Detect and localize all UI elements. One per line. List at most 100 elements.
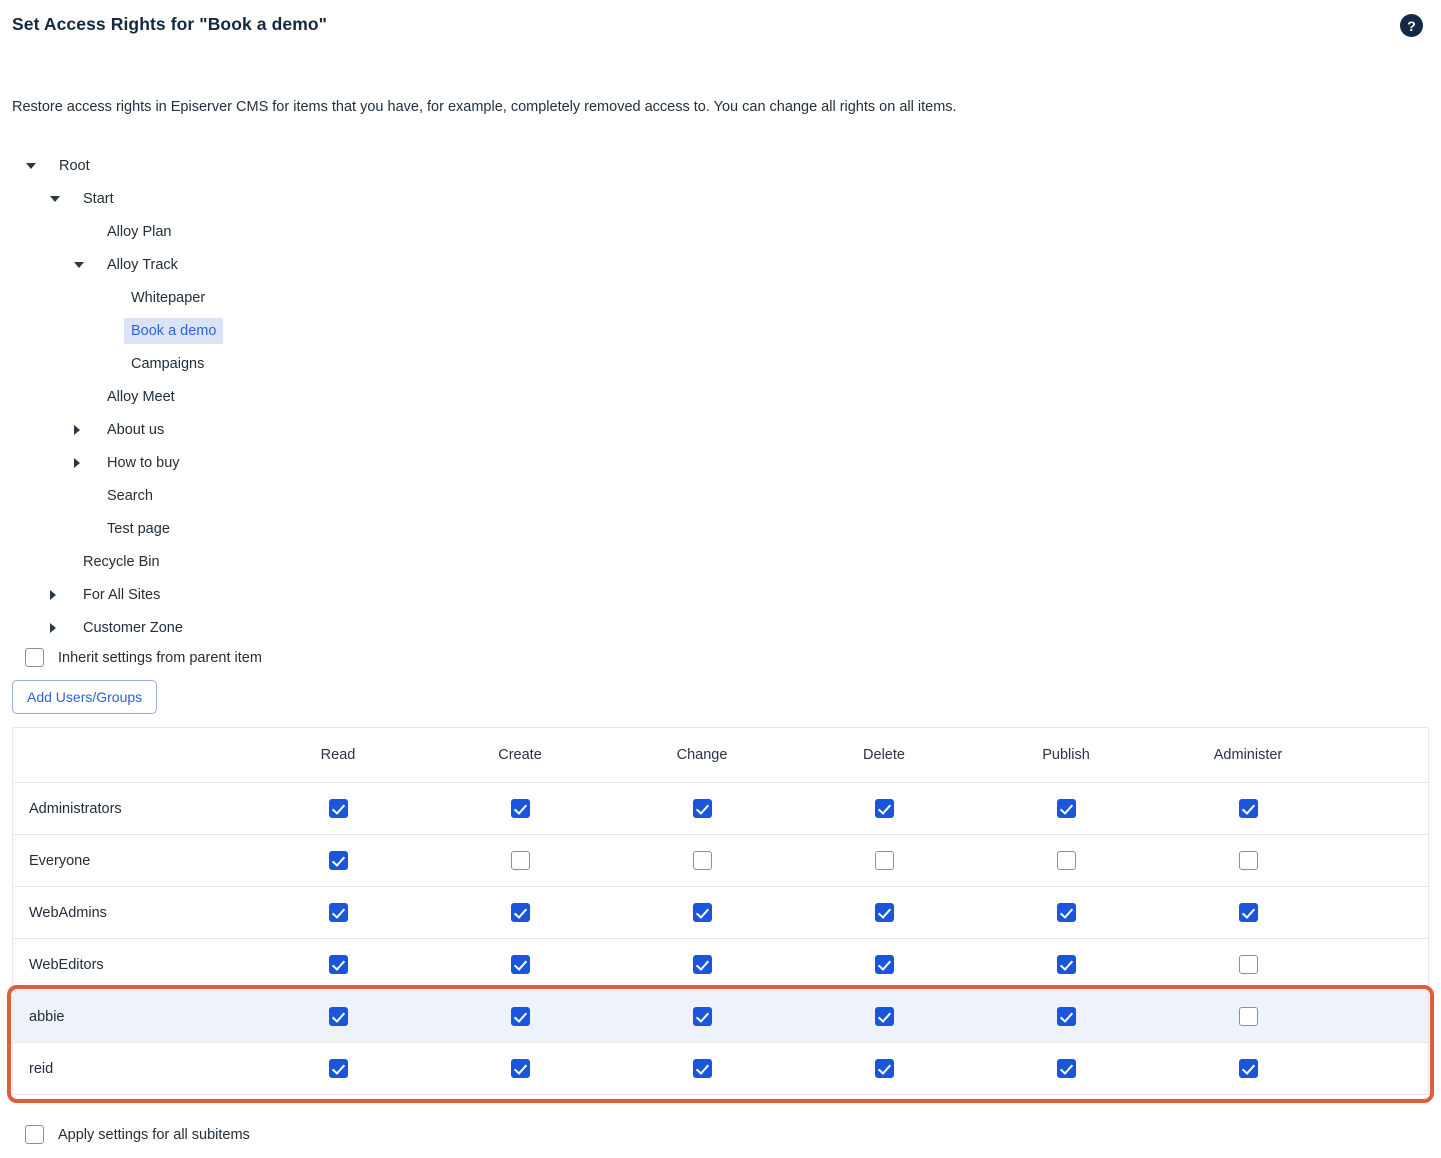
tree-item-label: Whitepaper xyxy=(131,289,206,306)
expand-arrow-icon xyxy=(98,314,124,347)
tree-item-root[interactable]: Root xyxy=(12,149,1429,182)
tree-item-recycle-bin[interactable]: Recycle Bin xyxy=(12,545,1429,578)
tree-item-how-to-buy[interactable]: How to buy xyxy=(12,446,1429,479)
permission-checkbox-delete[interactable] xyxy=(874,851,894,870)
tree-item-alloy-track[interactable]: Alloy Track xyxy=(12,248,1429,281)
title-bar: Set Access Rights for "Book a demo" ? xyxy=(12,14,1429,37)
expand-arrow-icon[interactable] xyxy=(74,446,100,479)
expand-arrow-icon[interactable] xyxy=(74,248,100,281)
permission-checkbox-read[interactable] xyxy=(328,1059,348,1078)
help-icon[interactable]: ? xyxy=(1400,14,1423,37)
row-name: abbie xyxy=(29,1008,65,1025)
tree-item-for-all-sites[interactable]: For All Sites xyxy=(12,578,1429,611)
tree-item-label: Recycle Bin xyxy=(83,553,160,570)
tree-item-alloy-meet[interactable]: Alloy Meet xyxy=(12,380,1429,413)
permission-checkbox-read[interactable] xyxy=(328,1007,348,1026)
permission-checkbox-change[interactable] xyxy=(692,799,712,818)
permission-checkbox-change[interactable] xyxy=(692,955,712,974)
column-header-publish: Publish xyxy=(1042,747,1090,763)
permission-checkbox-delete[interactable] xyxy=(874,799,894,818)
permission-checkbox-publish[interactable] xyxy=(1056,1007,1076,1026)
tree-item-label: Search xyxy=(107,487,153,504)
permission-checkbox-create[interactable] xyxy=(510,955,530,974)
permission-checkbox-create[interactable] xyxy=(510,1059,530,1078)
tree-item-search[interactable]: Search xyxy=(12,479,1429,512)
inherit-settings-checkbox[interactable] xyxy=(25,648,44,667)
tree-item-label: Test page xyxy=(107,520,170,537)
tree-item-label: Alloy Meet xyxy=(107,388,175,405)
column-header-administer: Administer xyxy=(1213,747,1283,763)
apply-settings-row: Apply settings for all subitems xyxy=(25,1125,1429,1144)
expand-arrow-icon[interactable] xyxy=(26,149,52,182)
table-row-administrators: Administrators xyxy=(13,782,1428,834)
permission-checkbox-create[interactable] xyxy=(510,799,530,818)
permission-checkbox-create[interactable] xyxy=(510,903,530,922)
expand-arrow-icon xyxy=(74,215,100,248)
permission-checkbox-publish[interactable] xyxy=(1056,955,1076,974)
permission-checkbox-administer[interactable] xyxy=(1238,799,1258,818)
expand-arrow-icon xyxy=(50,545,76,578)
tree-item-start[interactable]: Start xyxy=(12,182,1429,215)
table-row-reid: reid xyxy=(13,1042,1428,1094)
permission-checkbox-publish[interactable] xyxy=(1056,851,1076,870)
permission-checkbox-change[interactable] xyxy=(692,1059,712,1078)
column-header-create: Create xyxy=(498,747,542,763)
permission-checkbox-administer[interactable] xyxy=(1238,1059,1258,1078)
permission-checkbox-administer[interactable] xyxy=(1238,851,1258,870)
tree-item-campaigns[interactable]: Campaigns xyxy=(12,347,1429,380)
tree-item-label: Start xyxy=(83,190,114,207)
permission-checkbox-delete[interactable] xyxy=(874,955,894,974)
permission-checkbox-delete[interactable] xyxy=(874,903,894,922)
permission-checkbox-create[interactable] xyxy=(510,851,530,870)
apply-settings-label: Apply settings for all subitems xyxy=(58,1126,250,1143)
page-title: Set Access Rights for "Book a demo" xyxy=(12,14,328,34)
expand-arrow-icon xyxy=(98,347,124,380)
tree-item-alloy-plan[interactable]: Alloy Plan xyxy=(12,215,1429,248)
permission-checkbox-publish[interactable] xyxy=(1056,1059,1076,1078)
permission-checkbox-administer[interactable] xyxy=(1238,903,1258,922)
permission-checkbox-create[interactable] xyxy=(510,1007,530,1026)
row-name: Administrators xyxy=(29,800,122,817)
permission-checkbox-read[interactable] xyxy=(328,799,348,818)
expand-arrow-icon[interactable] xyxy=(50,611,76,644)
inherit-settings-label: Inherit settings from parent item xyxy=(58,649,262,666)
permission-checkbox-administer[interactable] xyxy=(1238,955,1258,974)
access-rights-table: Read Create Change Delete Publish Admini… xyxy=(7,727,1434,1103)
permission-checkbox-delete[interactable] xyxy=(874,1059,894,1078)
apply-settings-checkbox[interactable] xyxy=(25,1125,44,1144)
expand-arrow-icon[interactable] xyxy=(74,413,100,446)
tree-item-about-us[interactable]: About us xyxy=(12,413,1429,446)
expand-arrow-icon[interactable] xyxy=(50,182,76,215)
row-name: reid xyxy=(29,1060,54,1077)
permission-checkbox-change[interactable] xyxy=(692,903,712,922)
permission-checkbox-publish[interactable] xyxy=(1056,903,1076,922)
tree-item-label: For All Sites xyxy=(83,586,161,603)
permission-checkbox-read[interactable] xyxy=(328,851,348,870)
tree-item-label: About us xyxy=(107,421,165,438)
add-users-groups-button[interactable]: Add Users/Groups xyxy=(12,680,158,714)
permission-checkbox-delete[interactable] xyxy=(874,1007,894,1026)
expand-arrow-icon[interactable] xyxy=(50,578,76,611)
column-header-delete: Delete xyxy=(863,747,905,763)
tree-item-label: Alloy Plan xyxy=(107,223,172,240)
description-text: Restore access rights in Episerver CMS f… xyxy=(12,99,957,115)
permission-checkbox-read[interactable] xyxy=(328,903,348,922)
tree-item-test-page[interactable]: Test page xyxy=(12,512,1429,545)
tree-item-label: Alloy Track xyxy=(107,256,178,273)
tree-item-label: Campaigns xyxy=(131,355,205,372)
permission-checkbox-change[interactable] xyxy=(692,851,712,870)
permission-checkbox-change[interactable] xyxy=(692,1007,712,1026)
table-header-row: Read Create Change Delete Publish Admini… xyxy=(13,728,1428,782)
tree-item-whitepaper[interactable]: Whitepaper xyxy=(12,281,1429,314)
tree-item-customer-zone[interactable]: Customer Zone xyxy=(12,611,1429,644)
expand-arrow-icon xyxy=(74,380,100,413)
expand-arrow-icon xyxy=(74,512,100,545)
table-row-webadmins: WebAdmins xyxy=(13,886,1428,938)
permission-checkbox-read[interactable] xyxy=(328,955,348,974)
permission-checkbox-administer[interactable] xyxy=(1238,1007,1258,1026)
page-tree: Root Start Alloy Plan Alloy Track Whitep… xyxy=(12,149,1429,644)
permission-checkbox-publish[interactable] xyxy=(1056,799,1076,818)
tree-item-book-a-demo[interactable]: Book a demo xyxy=(12,314,1429,347)
row-name: Everyone xyxy=(29,852,91,869)
